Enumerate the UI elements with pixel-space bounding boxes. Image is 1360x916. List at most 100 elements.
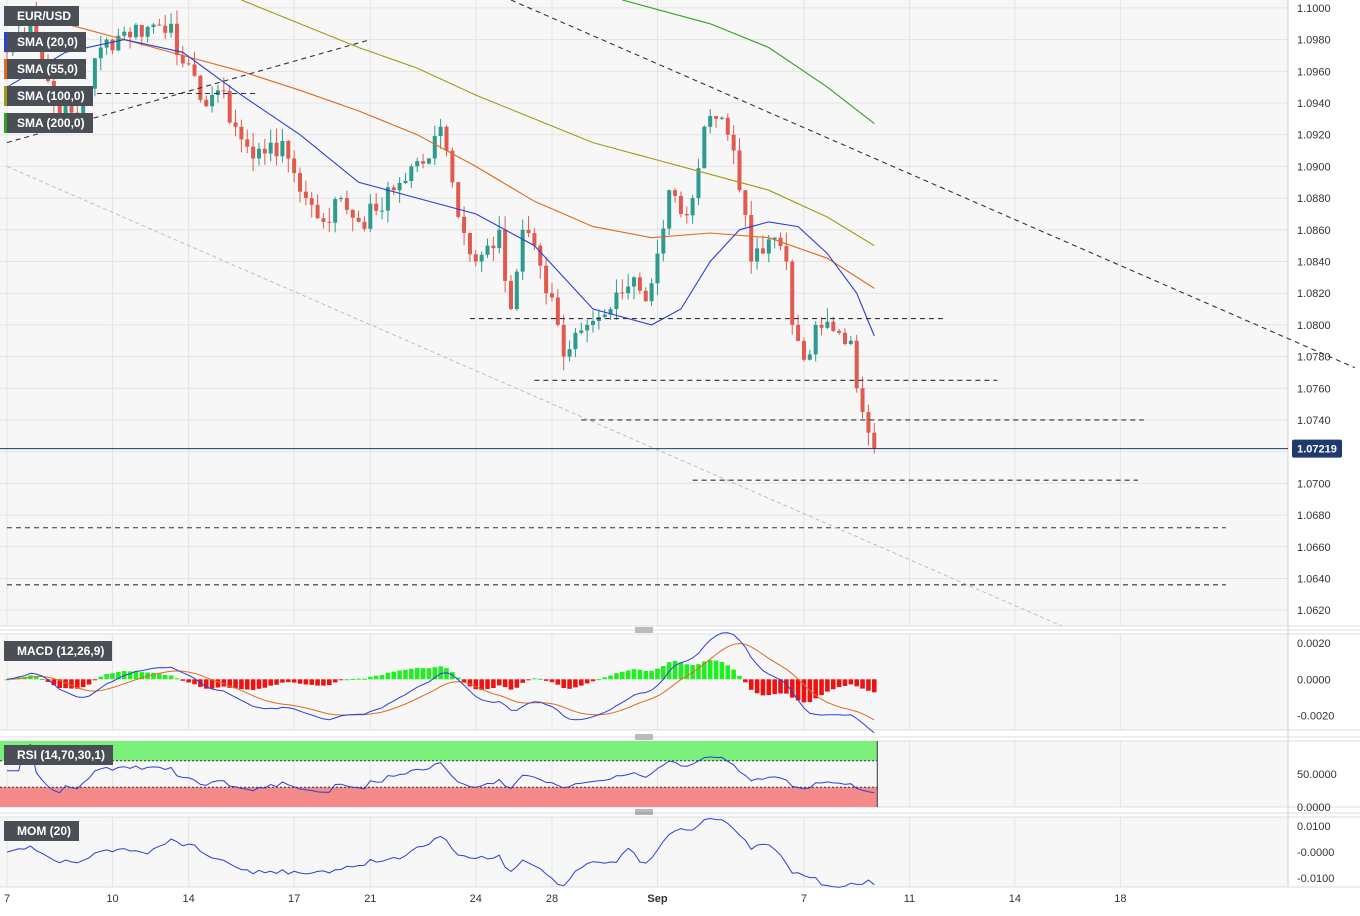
y-tick-label: 1.0880 xyxy=(1297,193,1331,205)
candle-body xyxy=(749,215,754,262)
candle-body xyxy=(92,58,97,89)
macd-hist-bar xyxy=(813,679,818,699)
mom-tick-label: -0.0100 xyxy=(1297,873,1334,885)
sma100-legend[interactable]: SMA (100,0) xyxy=(4,86,93,106)
macd-hist-bar xyxy=(696,664,701,680)
macd-hist-bar xyxy=(508,679,514,690)
macd-hist-bar xyxy=(848,679,854,685)
candle-body xyxy=(661,228,666,254)
macd-hist-bar xyxy=(162,674,168,680)
candle-body xyxy=(819,324,824,328)
candle-body xyxy=(549,293,554,298)
mom-legend[interactable]: MOM (20) xyxy=(4,821,79,841)
macd-hist-bar xyxy=(502,679,508,688)
macd-hist-bar xyxy=(45,679,51,682)
sma20-legend[interactable]: SMA (20,0) xyxy=(4,32,86,52)
macd-hist-bar xyxy=(221,679,227,687)
macd-hist-bar xyxy=(819,679,824,696)
macd-panel-bg xyxy=(0,634,1288,730)
candle-body xyxy=(614,292,619,310)
macd-hist-bar xyxy=(784,679,789,694)
x-tick-label: 14 xyxy=(183,893,195,905)
candle-body xyxy=(696,168,701,199)
y-tick-label: 1.0680 xyxy=(1297,510,1331,522)
macd-hist-bar xyxy=(719,662,725,680)
macd-hist-bar xyxy=(707,660,713,680)
x-tick-label: 10 xyxy=(106,893,118,905)
macd-hist-bar xyxy=(209,679,215,689)
candle-body xyxy=(831,321,836,331)
macd-hist-bar xyxy=(778,679,783,694)
rsi-tick-label: 50.0000 xyxy=(1297,769,1337,781)
candle-body xyxy=(608,309,613,315)
candle-body xyxy=(362,221,367,229)
macd-hist-bar xyxy=(151,672,156,680)
macd-hist-bar xyxy=(315,679,320,686)
candle-body xyxy=(262,148,267,154)
sma200-legend[interactable]: SMA (200,0) xyxy=(4,113,93,133)
candle-body xyxy=(327,221,332,223)
macd-hist-bar xyxy=(127,671,133,680)
x-tick-label: 11 xyxy=(904,893,915,905)
sma200-line xyxy=(622,0,875,125)
macd-hist-bar xyxy=(51,679,57,686)
macd-hist-bar xyxy=(479,679,484,690)
candle-body xyxy=(286,140,291,159)
y-tick-label: 1.0820 xyxy=(1297,288,1331,300)
candle-body xyxy=(274,142,279,157)
macd-hist-bar xyxy=(631,669,637,680)
macd-hist-bar xyxy=(444,668,449,680)
macd-hist-bar xyxy=(801,679,807,703)
macd-hist-bar xyxy=(174,678,180,680)
candle-body xyxy=(544,265,549,294)
candle-body xyxy=(380,210,385,212)
y-tick-label: 1.0800 xyxy=(1297,320,1331,332)
candle-body xyxy=(227,90,232,123)
sma55-legend[interactable]: SMA (55,0) xyxy=(4,59,86,79)
macd-legend[interactable]: MACD (12,26,9) xyxy=(4,641,113,661)
candle-body xyxy=(169,23,174,33)
macd-hist-bar xyxy=(385,672,391,680)
candle-body xyxy=(210,94,215,107)
candle-body xyxy=(298,173,302,192)
macd-hist-bar xyxy=(514,679,520,688)
macd-hist-bar xyxy=(291,679,297,683)
x-tick-label: Sep xyxy=(647,893,667,905)
macd-hist-bar xyxy=(203,679,209,689)
candle-body xyxy=(491,245,496,249)
macd-hist-bar xyxy=(608,675,613,680)
macd-hist-bar xyxy=(309,679,315,685)
macd-hist-bar xyxy=(98,676,104,680)
macd-hist-bar xyxy=(766,679,772,696)
y-tick-label: 1.0640 xyxy=(1297,573,1331,585)
candle-body xyxy=(860,388,865,413)
candle-body xyxy=(315,204,320,219)
y-tick-label: 1.0940 xyxy=(1297,98,1331,110)
candle-body xyxy=(579,330,584,333)
x-tick-label: 28 xyxy=(546,893,558,905)
macd-hist-bar xyxy=(39,678,45,680)
candle-body xyxy=(397,182,402,191)
macd-hist-bar xyxy=(426,668,432,680)
candle-body xyxy=(128,31,133,38)
macd-hist-bar xyxy=(543,679,549,681)
symbol-label[interactable]: EUR/USD xyxy=(4,6,80,26)
candle-body xyxy=(368,203,373,229)
candle-body xyxy=(245,139,250,147)
y-tick-label: 1.1000 xyxy=(1297,3,1331,15)
x-tick-label: 7 xyxy=(801,893,807,905)
x-tick-label: 7 xyxy=(4,893,10,905)
candle-body xyxy=(526,229,531,234)
candle-body xyxy=(737,150,742,191)
candle-body xyxy=(585,324,590,331)
macd-hist-bar xyxy=(737,675,742,680)
rsi-legend[interactable]: RSI (14,70,30,1) xyxy=(4,745,114,765)
candle-body xyxy=(239,126,244,140)
macd-hist-bar xyxy=(491,679,496,688)
candle-body xyxy=(321,218,326,222)
candle-body xyxy=(256,148,261,159)
candle-body xyxy=(415,161,420,167)
macd-hist-bar xyxy=(303,679,309,685)
candle-body xyxy=(678,195,683,214)
